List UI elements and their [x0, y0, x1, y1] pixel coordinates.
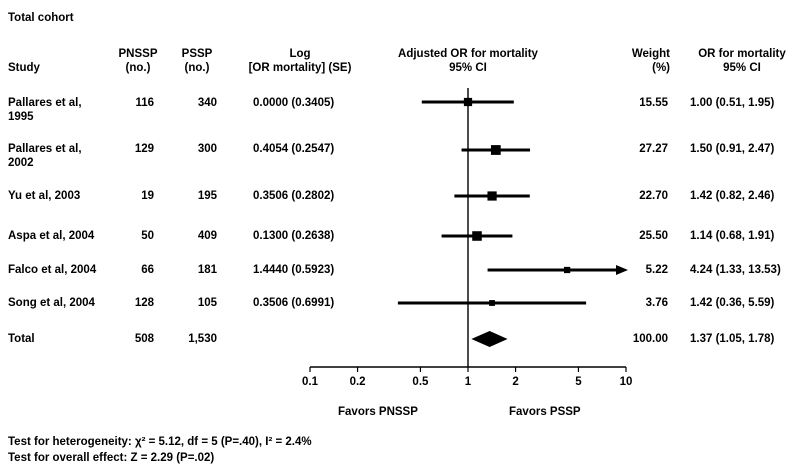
point-estimate [564, 266, 571, 274]
point-estimate [487, 191, 497, 201]
point-estimate [463, 97, 473, 107]
total-pnssp: 508 [134, 333, 154, 345]
pssp-count: 409 [197, 230, 217, 242]
header-log: Log [OR mortality] (SE) [230, 47, 370, 75]
weight-value: 27.27 [639, 143, 668, 155]
weight-value: 22.70 [639, 190, 668, 202]
pssp-count: 340 [197, 97, 217, 109]
section-title: Total cohort [8, 12, 74, 24]
header-or-line2: 95% CI [723, 62, 761, 74]
header-pnssp-line1: PNSSP [118, 48, 158, 60]
header-pnssp: PNSSP (no.) [110, 47, 166, 75]
weight-value: 5.22 [645, 264, 668, 276]
header-adjusted-line1: Adjusted OR for mortality [398, 48, 538, 60]
header-study: Study [8, 62, 40, 74]
overall-effect-test: Test for overall effect: Z = 2.29 (P=.02… [8, 452, 215, 464]
study-name: Falco et al, 2004 [8, 264, 97, 276]
pssp-count: 300 [197, 143, 217, 155]
header-adjusted-line2: 95% CI [449, 62, 487, 74]
pnssp-count: 128 [134, 297, 154, 309]
header-pssp-line2: (no.) [184, 62, 210, 74]
header-log-line2: [OR mortality] (SE) [248, 62, 352, 74]
or-ci: 4.24 (1.33, 13.53) [690, 264, 781, 276]
or-ci: 1.42 (0.82, 2.46) [690, 190, 775, 202]
header-weight-line2: (%) [652, 62, 670, 74]
x-tick-label: 0.5 [412, 376, 429, 388]
study-name: Aspa et al, 2004 [8, 230, 95, 242]
pnssp-count: 50 [141, 230, 154, 242]
pssp-count: 195 [197, 190, 217, 202]
study-name: Pallares et al, 1995 [8, 97, 82, 123]
pooled-diamond [471, 331, 508, 347]
header-adjusted-or: Adjusted OR for mortality 95% CI [368, 47, 568, 75]
x-tick-label: 0.1 [302, 376, 319, 388]
point-estimate [490, 145, 501, 155]
pnssp-count: 116 [135, 97, 154, 109]
pnssp-count: 129 [134, 143, 154, 155]
x-tick-label: 2 [512, 376, 518, 388]
log-se: 0.4054 (0.2547) [253, 143, 335, 155]
or-ci: 1.50 (0.91, 2.47) [690, 143, 775, 155]
log-se: 0.0000 (0.3405) [253, 97, 335, 109]
header-or-line1: OR for mortality [698, 48, 786, 60]
or-ci: 1.42 (0.36, 5.59) [690, 297, 775, 309]
x-tick-label: 5 [575, 376, 582, 388]
header-or-mortality: OR for mortality 95% CI [680, 47, 804, 75]
log-se: 0.1300 (0.2638) [253, 230, 335, 242]
favors-pssp-label: Favors PSSP [509, 406, 581, 418]
study-name: Song et al, 2004 [8, 297, 95, 309]
pssp-count: 181 [197, 264, 217, 276]
weight-value: 15.55 [639, 97, 668, 109]
study-name: Yu et al, 2003 [8, 190, 81, 202]
heterogeneity-test: Test for heterogeneity: χ² = 5.12, df = … [8, 436, 312, 448]
favors-pnssp-label: Favors PNSSP [338, 406, 418, 418]
or-ci: 1.14 (0.68, 1.91) [690, 230, 775, 242]
x-tick-label: 10 [620, 376, 633, 388]
pnssp-count: 19 [141, 190, 154, 202]
header-pssp-line1: PSSP [181, 48, 213, 60]
total-label: Total [8, 333, 35, 345]
x-tick-label: 0.2 [350, 376, 366, 388]
header-weight-line1: Weight [631, 48, 670, 60]
total-or-ci: 1.37 (1.05, 1.78) [690, 333, 775, 345]
point-estimate [489, 300, 495, 306]
header-weight: Weight (%) [610, 47, 670, 75]
log-se: 1.4440 (0.5923) [253, 264, 335, 276]
header-log-line1: Log [289, 48, 311, 60]
log-se: 0.3506 (0.6991) [253, 297, 335, 309]
header-pssp: PSSP (no.) [173, 47, 221, 75]
ci-arrow [616, 265, 628, 275]
x-tick-label: 1 [465, 376, 472, 388]
point-estimate [472, 231, 482, 241]
pssp-count: 105 [197, 297, 217, 309]
pnssp-count: 66 [141, 264, 154, 276]
header-pnssp-line2: (no.) [125, 62, 151, 74]
weight-value: 3.76 [645, 297, 668, 309]
study-name: Pallares et al, 2002 [8, 143, 82, 169]
total-weight: 100.00 [632, 333, 668, 345]
log-se: 0.3506 (0.2802) [253, 190, 335, 202]
or-ci: 1.00 (0.51, 1.95) [690, 97, 775, 109]
weight-value: 25.50 [639, 230, 668, 242]
total-pssp: 1,530 [188, 333, 217, 345]
